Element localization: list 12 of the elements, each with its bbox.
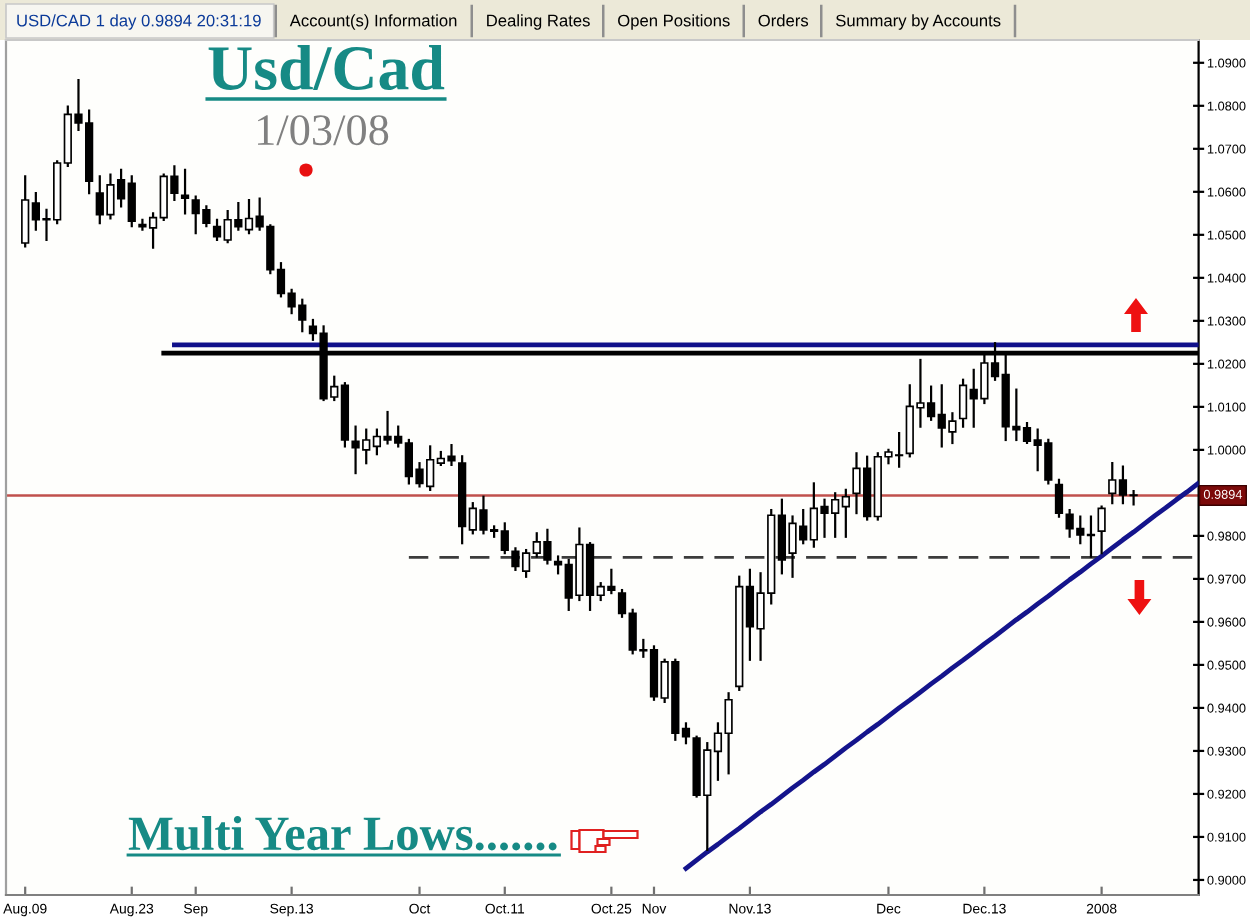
- text: Dealing Rates: [487, 14, 590, 30]
- text: Open Positions: [618, 14, 730, 30]
- text: Account(s) Information: [289, 14, 457, 30]
- chart-title: Usd/Cad: [208, 45, 445, 90]
- text: Summary by Accounts: [836, 14, 1001, 30]
- candlestick: [1054, 478, 1064, 518]
- text: USD/CAD 1 day 0.9894 20:31:19: [17, 14, 261, 30]
- text: Orders: [758, 14, 809, 27]
- annotation: Multi Year Lows.......: [128, 815, 557, 851]
- text: 1/03/08: [258, 115, 389, 146]
- candlestick: [180, 168, 190, 215]
- candlestick: [1097, 505, 1106, 555]
